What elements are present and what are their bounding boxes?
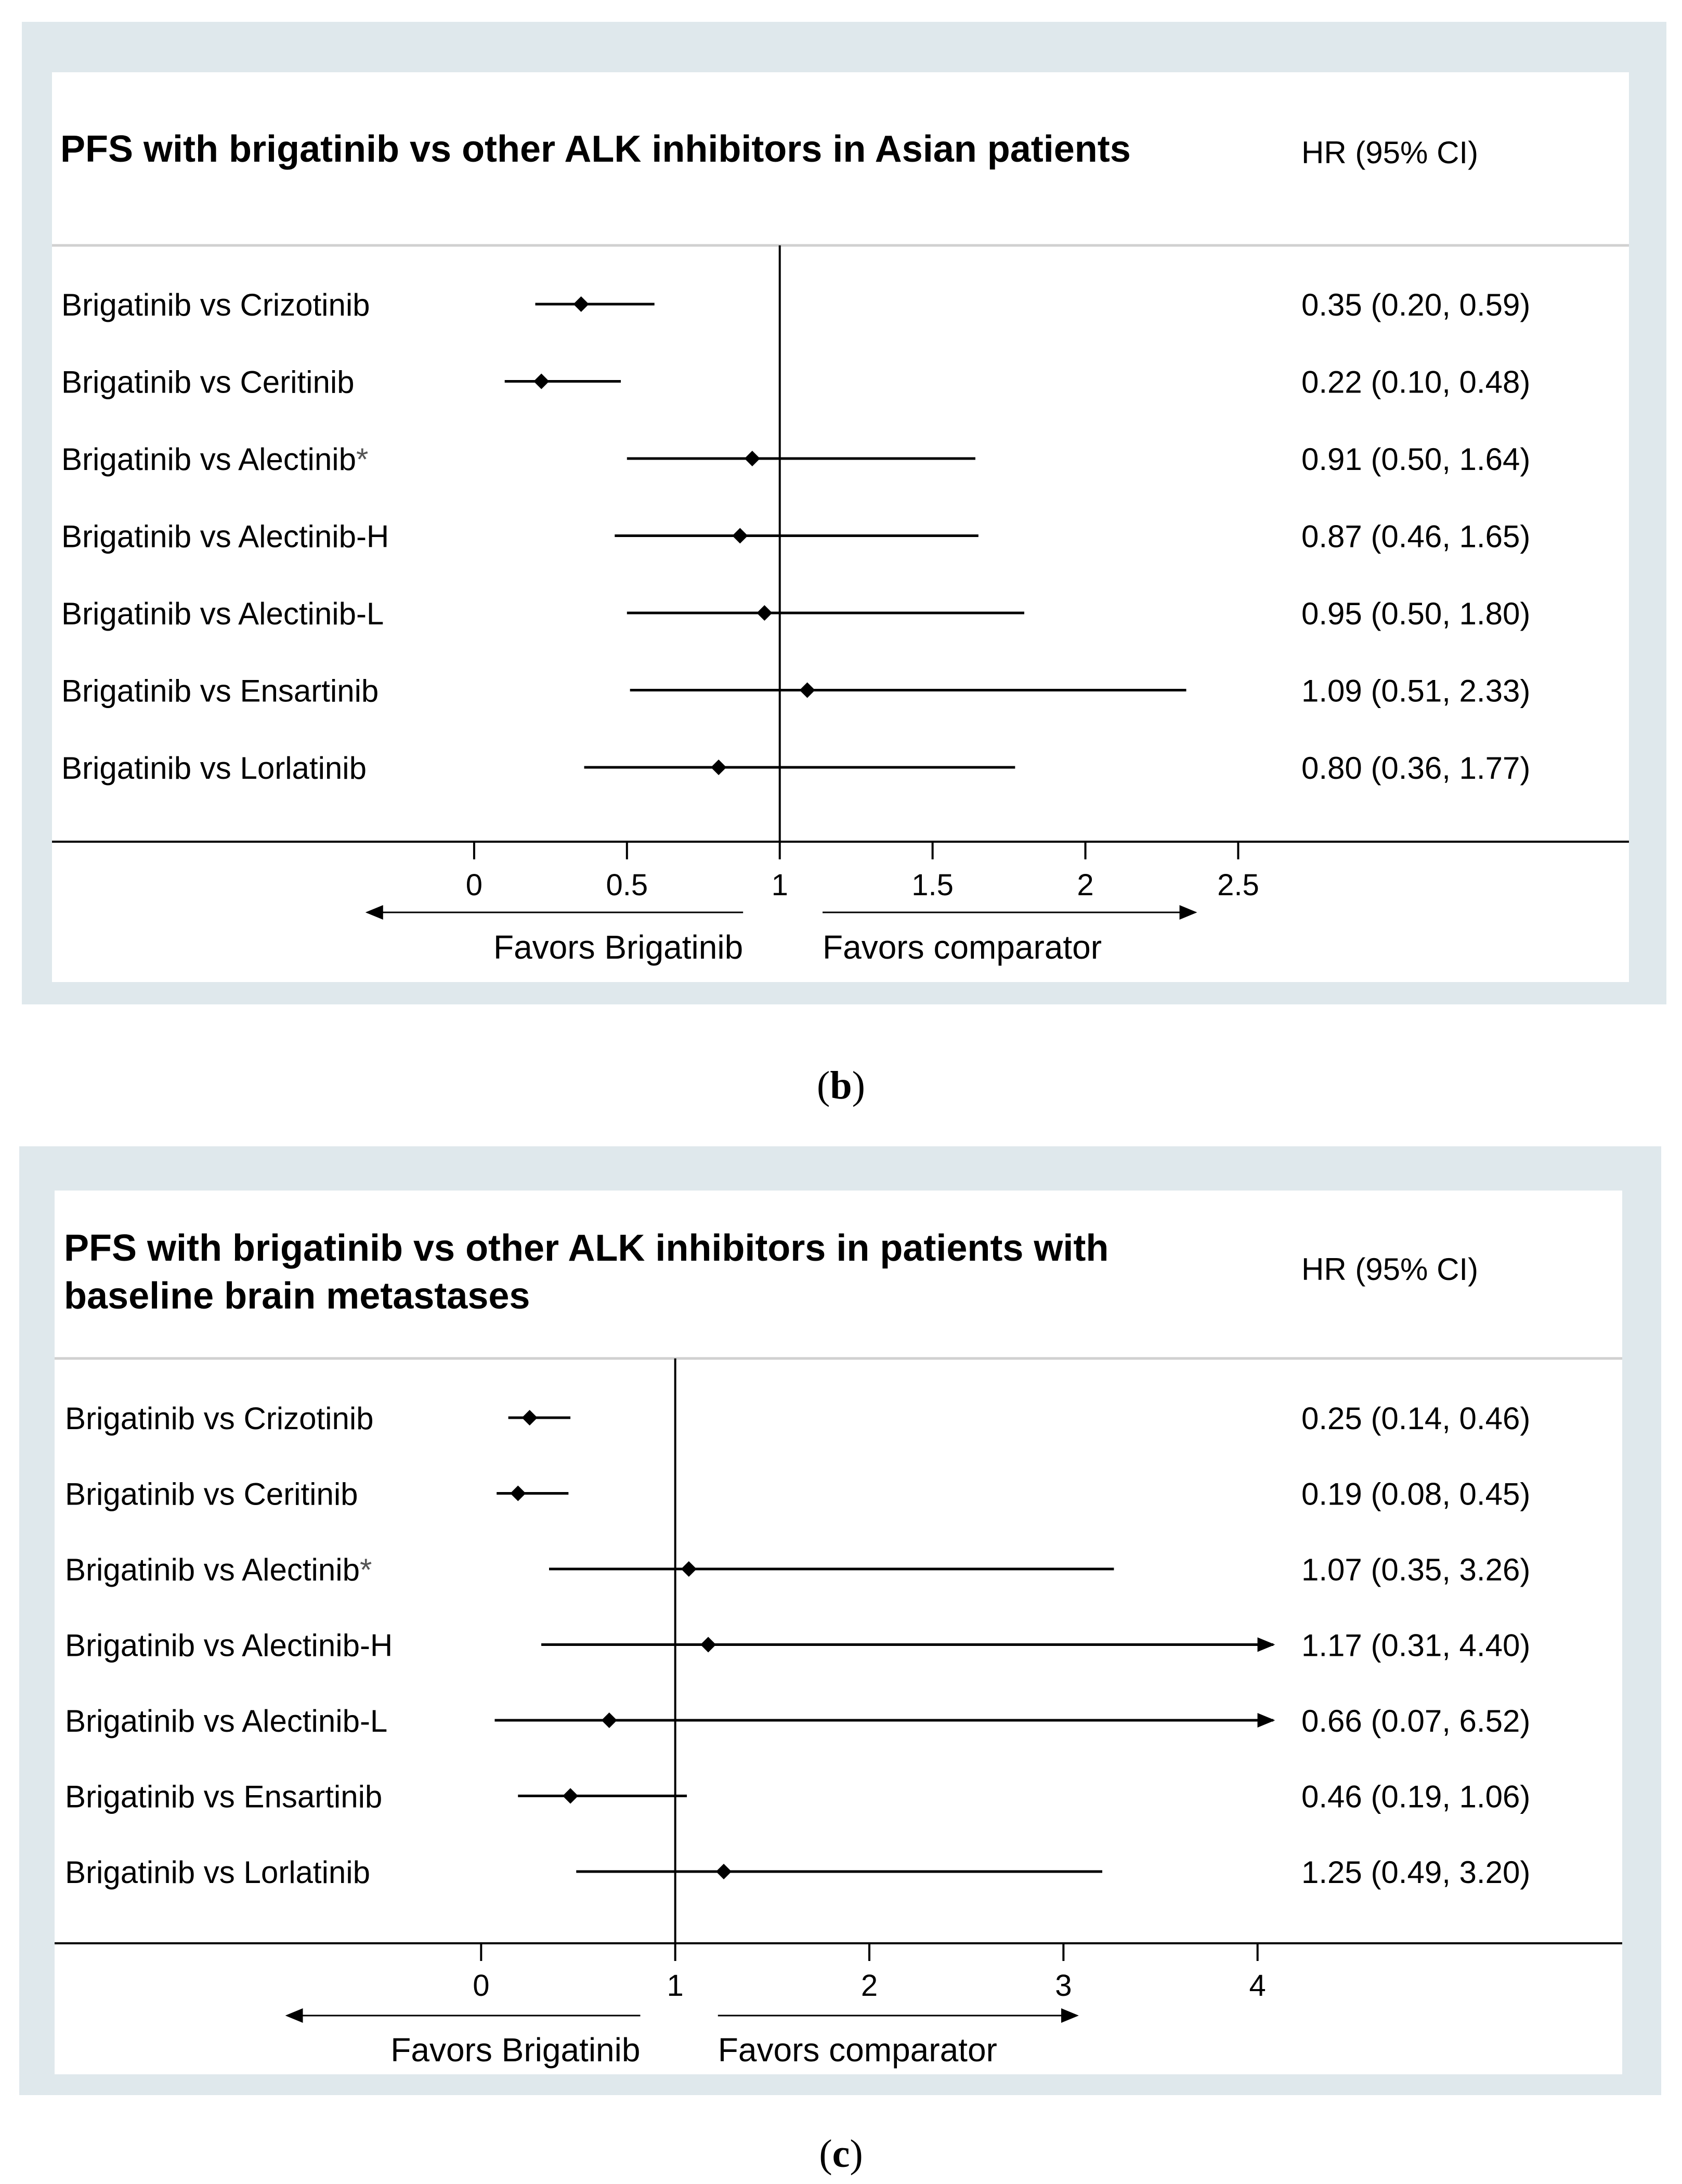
panel-b-title: PFS with brigatinib vs other ALK inhibit… bbox=[60, 128, 1131, 170]
row-label-2: Brigatinib vs Ceritinib bbox=[65, 1477, 358, 1512]
hr-value-5: 0.66 (0.07, 6.52) bbox=[1301, 1704, 1530, 1738]
row-label-text: Brigatinib vs Ceritinib bbox=[61, 365, 355, 400]
point-estimate-diamond-3 bbox=[681, 1561, 697, 1577]
row-label-text: Brigatinib vs Crizotinib bbox=[65, 1401, 374, 1436]
panel-c-forest-svg: 0 1 2 3 4 Favors Brigatinib Favors comparator B… bbox=[55, 1357, 1622, 2069]
row-label-4: Brigatinib vs Alectinib-H bbox=[65, 1628, 393, 1663]
hr-value-4: 0.87 (0.46, 1.65) bbox=[1301, 519, 1530, 554]
row-label-text: Brigatinib vs Ensartinib bbox=[61, 674, 379, 709]
panel-b-label: b bbox=[830, 1064, 852, 1107]
panel-c-title-line-1: PFS with brigatinib vs other ALK inhibit… bbox=[64, 1227, 1109, 1269]
panel-b-caption: (b) bbox=[817, 1064, 865, 1107]
point-estimate-diamond-1 bbox=[573, 296, 589, 312]
row-label-text: Brigatinib vs Alectinib-L bbox=[61, 596, 384, 631]
hr-value-5: 0.95 (0.50, 1.80) bbox=[1301, 596, 1530, 631]
row-label-5: Brigatinib vs Alectinib-L bbox=[61, 596, 384, 631]
row-label-text: Brigatinib vs Ceritinib bbox=[65, 1477, 358, 1512]
row-label-text: Brigatinib vs Lorlatinib bbox=[65, 1855, 370, 1890]
row-label-1: Brigatinib vs Crizotinib bbox=[65, 1401, 374, 1436]
hr-value-6: 1.09 (0.51, 2.33) bbox=[1301, 674, 1530, 709]
row-label-6: Brigatinib vs Ensartinib bbox=[61, 674, 379, 709]
row-label-asterisk: * bbox=[360, 1552, 372, 1587]
hr-value-7: 1.25 (0.49, 3.20) bbox=[1301, 1855, 1530, 1890]
panel-c-title-line-2: baseline brain metastases bbox=[64, 1275, 530, 1317]
hr-value-2: 0.19 (0.08, 0.45) bbox=[1301, 1477, 1530, 1512]
row-label-text: Brigatinib vs Lorlatinib bbox=[61, 751, 367, 786]
row-label-text: Brigatinib vs Ensartinib bbox=[65, 1780, 382, 1814]
x-tick-label: 2.5 bbox=[1217, 868, 1259, 902]
hr-value-7: 0.80 (0.36, 1.77) bbox=[1301, 751, 1530, 786]
row-label-3: Brigatinib vs Alectinib* bbox=[65, 1552, 372, 1587]
row-label-text: Brigatinib vs Alectinib bbox=[65, 1552, 360, 1587]
x-tick-label: 2 bbox=[1077, 868, 1093, 902]
row-label-1: Brigatinib vs Crizotinib bbox=[61, 287, 370, 322]
point-estimate-diamond-7 bbox=[716, 1864, 732, 1879]
hr-value-3: 1.07 (0.35, 3.26) bbox=[1301, 1552, 1530, 1587]
x-tick-label: 1.5 bbox=[911, 868, 954, 902]
point-estimate-diamond-1 bbox=[521, 1410, 538, 1426]
panel-c-hr-header: HR (95% CI) bbox=[1301, 1252, 1479, 1287]
panel-c-caption: (c) bbox=[819, 2132, 863, 2176]
hr-value-1: 0.35 (0.20, 0.59) bbox=[1301, 287, 1530, 322]
hr-value-2: 0.22 (0.10, 0.48) bbox=[1301, 365, 1530, 400]
favors-brigatinib-label: Favors Brigatinib bbox=[493, 928, 743, 966]
favors-comparator-label: Favors comparator bbox=[823, 928, 1102, 966]
point-estimate-diamond-3 bbox=[744, 451, 760, 466]
forest-plot-panel-c: PFS with brigatinib vs other ALK inhibit… bbox=[19, 1146, 1661, 2095]
point-estimate-diamond-6 bbox=[799, 682, 815, 698]
x-tick-label: 3 bbox=[1055, 1969, 1072, 2003]
point-estimate-diamond-5 bbox=[601, 1712, 617, 1728]
panel-b-forest-svg: 0 0.5 1 1.5 2 2.5 Favors Brigatinib Favors comp… bbox=[52, 244, 1629, 966]
row-label-3: Brigatinib vs Alectinib* bbox=[61, 442, 368, 477]
x-tick-label: 0 bbox=[473, 1969, 489, 2003]
row-label-text: Brigatinib vs Alectinib bbox=[61, 442, 356, 477]
point-estimate-diamond-2 bbox=[510, 1485, 526, 1501]
x-tick-label: 1 bbox=[667, 1969, 684, 2003]
x-tick-label: 0 bbox=[466, 868, 483, 902]
point-estimate-diamond-7 bbox=[711, 760, 727, 775]
row-label-text: Brigatinib vs Alectinib-H bbox=[61, 519, 389, 554]
x-tick-label: 4 bbox=[1249, 1969, 1266, 2003]
point-estimate-diamond-4 bbox=[732, 528, 748, 544]
x-tick-label: 2 bbox=[861, 1969, 878, 2003]
panel-b-plot-area bbox=[52, 72, 1629, 982]
hr-value-4: 1.17 (0.31, 4.40) bbox=[1301, 1628, 1530, 1663]
favors-comparator-label: Favors comparator bbox=[718, 2031, 997, 2069]
row-label-text: Brigatinib vs Crizotinib bbox=[61, 287, 370, 322]
hr-value-3: 0.91 (0.50, 1.64) bbox=[1301, 442, 1530, 477]
panel-b-hr-header: HR (95% CI) bbox=[1301, 135, 1479, 170]
x-tick-label: 0.5 bbox=[606, 868, 648, 902]
row-label-7: Brigatinib vs Lorlatinib bbox=[65, 1855, 370, 1890]
row-label-asterisk: * bbox=[356, 442, 368, 477]
row-label-text: Brigatinib vs Alectinib-L bbox=[65, 1704, 387, 1738]
point-estimate-diamond-5 bbox=[757, 605, 773, 621]
forest-plot-panel-b: PFS with brigatinib vs other ALK inhibit… bbox=[22, 22, 1666, 1004]
point-estimate-diamond-2 bbox=[533, 373, 550, 389]
hr-value-1: 0.25 (0.14, 0.46) bbox=[1301, 1401, 1530, 1436]
row-label-text: Brigatinib vs Alectinib-H bbox=[65, 1628, 393, 1663]
panel-c-plot-area bbox=[55, 1191, 1622, 2074]
row-label-4: Brigatinib vs Alectinib-H bbox=[61, 519, 389, 554]
favors-brigatinib-label: Favors Brigatinib bbox=[390, 2031, 640, 2069]
point-estimate-diamond-6 bbox=[563, 1788, 579, 1804]
panel-c-label: c bbox=[832, 2132, 850, 2176]
row-label-2: Brigatinib vs Ceritinib bbox=[61, 365, 355, 400]
row-label-6: Brigatinib vs Ensartinib bbox=[65, 1780, 382, 1814]
hr-value-6: 0.46 (0.19, 1.06) bbox=[1301, 1780, 1530, 1814]
row-label-7: Brigatinib vs Lorlatinib bbox=[61, 751, 367, 786]
x-tick-label: 1 bbox=[772, 868, 788, 902]
row-label-5: Brigatinib vs Alectinib-L bbox=[65, 1704, 387, 1738]
point-estimate-diamond-4 bbox=[700, 1637, 716, 1653]
